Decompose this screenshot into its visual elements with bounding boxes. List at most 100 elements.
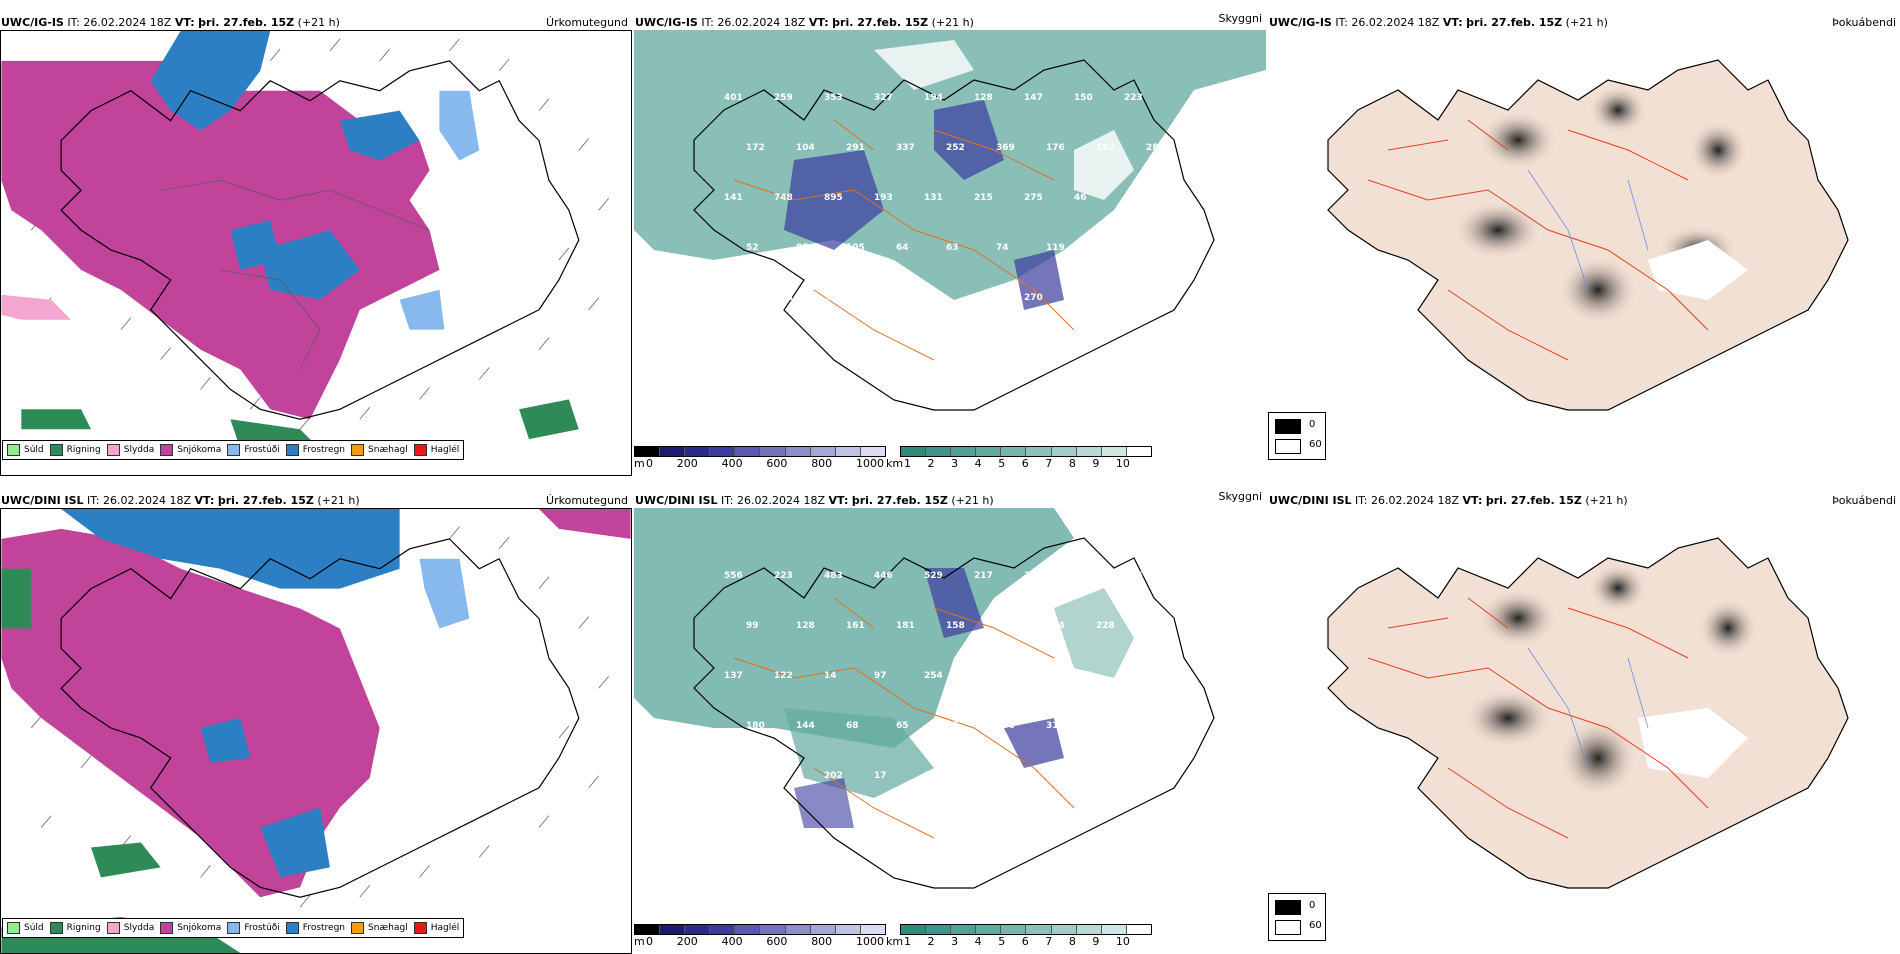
visibility-map: 401 259 353 327 194 128 147 150 223 172 104 291 337 2…	[634, 30, 1266, 420]
ceiling-label: 37	[924, 293, 937, 303]
tick-label: 8	[1068, 457, 1076, 470]
colorbar-segment	[976, 925, 1002, 934]
ceiling-label: 281	[1146, 143, 1165, 153]
panel-title: Þokuábendi	[1832, 494, 1896, 507]
ceiling-label: 128	[974, 93, 993, 103]
ceiling-label: 418	[1074, 671, 1093, 681]
panel-header: UWC/DINI ISL IT: 26.02.2024 18Z VT: þri.…	[1269, 494, 1628, 507]
tick-label: 4	[974, 935, 982, 948]
fog-legend-row2: 0 60	[1268, 893, 1326, 941]
ceiling-label: 353	[824, 93, 843, 103]
colorbar-segment	[810, 447, 836, 456]
ceiling-label: 37	[724, 771, 737, 781]
tick-label: 400	[721, 935, 743, 948]
legend-label: Rigning	[66, 923, 101, 933]
ceiling-label: 714	[1024, 671, 1043, 681]
ceiling-label: 275	[1024, 193, 1043, 203]
ceiling-label: 46	[1074, 193, 1087, 203]
colorbar-segment	[1076, 447, 1102, 456]
ceiling-label: 78	[974, 293, 987, 303]
lead-time: (+21 h)	[1585, 494, 1628, 507]
init-time: 26.02.2024 18Z	[83, 16, 172, 29]
visibility-map: 556 223 483 446 529 217 164 157 126 99 128 161 181 15…	[634, 508, 1266, 898]
tick-label: 0	[646, 935, 653, 948]
ceiling-labels: 401 259 353 327 194 128 147 150 223 172 104 291 337 2…	[724, 93, 1165, 353]
roads	[1367, 597, 1709, 839]
init-time: 26.02.2024 18Z	[103, 494, 192, 507]
ceiling-label: 105	[846, 243, 865, 253]
tick-label: 1000	[855, 457, 884, 470]
tick-label: 10	[1115, 457, 1130, 470]
legend-label: Frostregn	[302, 923, 346, 933]
init-label: IT:	[721, 494, 734, 507]
visibility-ticks: 1 2 3 4 5 6 7 8 9 10	[904, 935, 1130, 948]
ceiling-label: 223	[774, 571, 793, 581]
panel-title: Úrkomutegund	[546, 16, 628, 29]
legend-item: Slydda	[106, 444, 154, 456]
tick-label: 7	[1045, 935, 1053, 948]
ceiling-label: 291	[846, 143, 865, 153]
ceiling-label: 128	[796, 621, 815, 631]
legend-item: Snjókoma	[160, 444, 221, 456]
fog-swatch	[1275, 900, 1301, 915]
tick-label: 9	[1092, 457, 1100, 470]
ceiling-label: 68	[846, 721, 859, 731]
fog-panel-row2: UWC/DINI ISL IT: 26.02.2024 18Z VT: þri.…	[1268, 488, 1900, 954]
legend-item: Súld	[7, 444, 44, 456]
ceiling-label: 104	[796, 143, 815, 153]
valid-time: þri. 27.feb. 15Z	[851, 494, 948, 507]
legend-label: Súld	[24, 923, 44, 933]
colorbar-segment	[710, 447, 736, 456]
fog-swatch	[1275, 920, 1301, 935]
tick-label: 2	[927, 935, 935, 948]
tick-label: 5	[998, 457, 1006, 470]
ceiling-label: 147	[1024, 93, 1043, 103]
rivers	[1527, 647, 1649, 769]
fog-legend-row1: 0 60	[1268, 412, 1326, 460]
precip-type-panel-row1: UWC/IG-IS IT: 26.02.2024 18Z VT: þri. 27…	[0, 10, 632, 476]
iceland-coastline	[60, 60, 580, 420]
model-name: UWC/DINI ISL	[1, 494, 84, 507]
iceland-coastline	[693, 59, 1215, 411]
clear-area	[1638, 708, 1748, 778]
ceiling-label: 122	[774, 671, 793, 681]
ceiling-label: 270	[1024, 293, 1043, 303]
colorbar-segment	[635, 447, 661, 456]
ceiling-label: 244	[1046, 621, 1065, 631]
colorbar-segment	[901, 447, 927, 456]
tick-label: 10	[1115, 935, 1130, 948]
legend-item: Slydda	[106, 922, 155, 934]
model-name: UWC/IG-IS	[1, 16, 64, 29]
colorbar-segment	[735, 925, 761, 934]
tick-label: 800	[811, 935, 833, 948]
precip-map	[1, 31, 631, 475]
roads	[733, 119, 1075, 361]
legend-label: Snæhagl	[368, 923, 408, 933]
iceland-coastline	[693, 537, 1215, 889]
ceiling-label: 119	[1046, 243, 1065, 253]
legend-label: Frostúði	[244, 923, 280, 933]
colorbar-segment	[710, 925, 736, 934]
legend-item: Rigning	[49, 444, 101, 456]
lead-time: (+21 h)	[951, 494, 994, 507]
ceiling-label: 65	[896, 721, 909, 731]
visibility-colorbar	[900, 446, 1152, 457]
ceiling-label: 150	[1074, 93, 1093, 103]
legend-item: Snæhagl	[351, 444, 408, 456]
tick-label: 3	[951, 935, 959, 948]
ceiling-ticks: 0 200 400 600 800 1000	[646, 935, 884, 948]
colorbar-segment	[835, 925, 861, 934]
ceiling-label: 202	[824, 771, 843, 781]
init-label: IT:	[1355, 494, 1368, 507]
legend-label: Snjókoma	[177, 445, 222, 455]
ceiling-label: 250	[974, 671, 993, 681]
fog-swatch	[1275, 419, 1301, 434]
freezing-rain-area	[61, 509, 400, 589]
ceiling-labels: 556 223 483 446 529 217 164 157 126 99 128 161 181 15…	[724, 571, 1165, 781]
ceiling-label: 217	[974, 571, 993, 581]
legend-label: Snjókoma	[177, 923, 222, 933]
iceland-coastline	[60, 538, 580, 898]
colorbar-segment	[951, 447, 977, 456]
colorbar-segment	[735, 447, 761, 456]
legend-label: Slydda	[123, 923, 155, 933]
